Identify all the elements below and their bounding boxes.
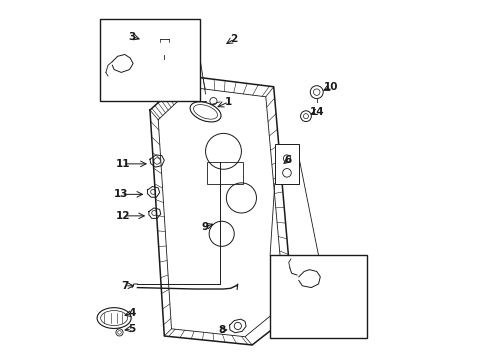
Text: 14: 14 xyxy=(309,107,324,117)
Text: 2: 2 xyxy=(231,34,238,44)
Bar xyxy=(275,144,299,184)
Text: 4: 4 xyxy=(128,309,136,318)
Bar xyxy=(270,255,367,338)
Text: 8: 8 xyxy=(218,325,225,335)
Text: 12: 12 xyxy=(116,211,130,221)
Text: 13: 13 xyxy=(114,189,128,199)
Text: 9: 9 xyxy=(202,222,209,231)
Bar xyxy=(100,19,200,101)
Text: 10: 10 xyxy=(324,82,338,92)
Text: 3: 3 xyxy=(128,32,136,41)
Text: 6: 6 xyxy=(284,155,292,165)
Text: 11: 11 xyxy=(116,159,130,169)
Text: 1: 1 xyxy=(225,97,232,107)
Text: 5: 5 xyxy=(128,324,136,334)
Bar xyxy=(207,162,243,184)
Text: 7: 7 xyxy=(121,281,128,291)
